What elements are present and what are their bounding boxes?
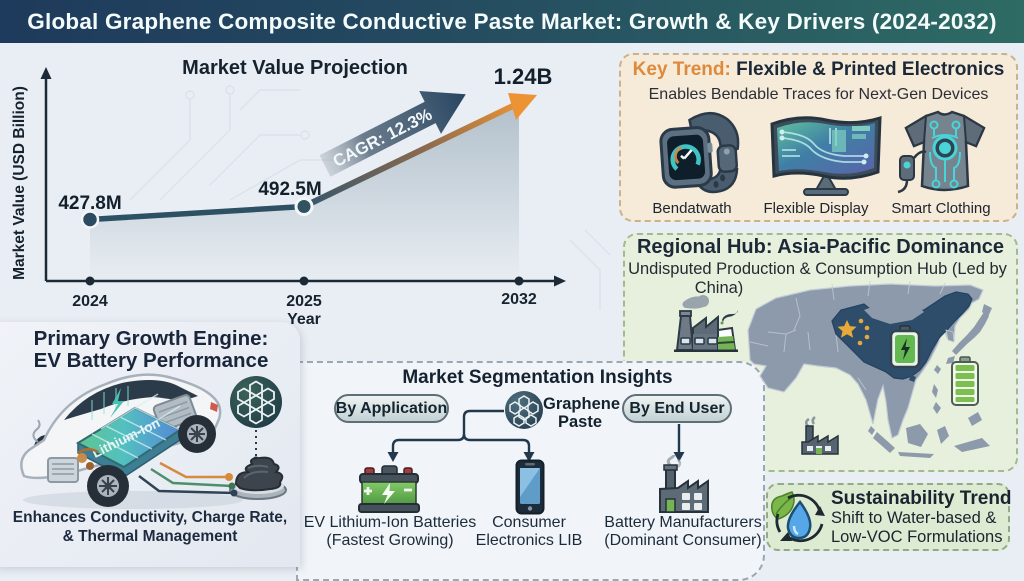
svg-text:2032: 2032 [501, 291, 537, 308]
svg-text:Market Value (USD Billion): Market Value (USD Billion) [11, 86, 28, 280]
svg-text:1.24B: 1.24B [494, 64, 553, 89]
svg-text:2025: 2025 [286, 293, 322, 310]
svg-text:Year: Year [287, 311, 321, 328]
svg-text:492.5M: 492.5M [258, 179, 321, 200]
svg-text:2024: 2024 [72, 293, 108, 310]
svg-text:427.8M: 427.8M [58, 193, 121, 214]
